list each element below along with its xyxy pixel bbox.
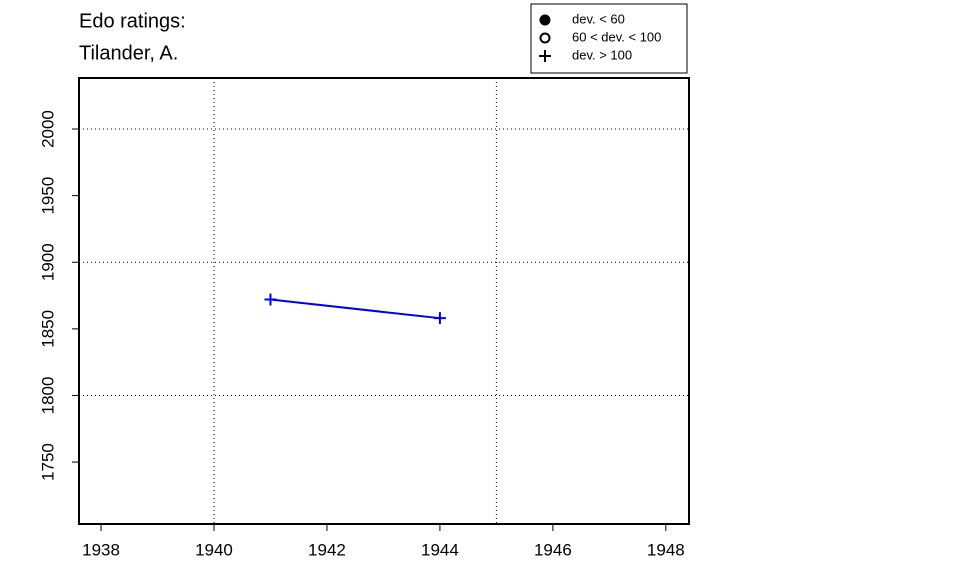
legend-box: [530, 3, 688, 74]
title-line: Edo ratings:: [79, 10, 186, 32]
y-tick-label: 2000: [38, 110, 57, 148]
plot-frame: [78, 77, 690, 525]
x-tick-label: 1948: [647, 540, 685, 559]
legend-label: 60 < dev. < 100: [572, 29, 661, 44]
point: [264, 293, 277, 306]
legend-symbol: [539, 50, 551, 62]
x-tick-label: 1946: [534, 540, 572, 559]
y-tick-label: 1950: [38, 177, 57, 215]
series-line: [270, 298, 441, 320]
legend-symbol: [539, 32, 551, 44]
x-tick-label: 1942: [308, 540, 346, 559]
point: [433, 312, 446, 325]
y-tick-label: 1800: [38, 377, 57, 415]
y-tick-label: 1900: [38, 243, 57, 281]
x-tick-label: 1938: [82, 540, 120, 559]
legend-label: dev. < 60: [572, 11, 625, 26]
x-tick-label: 1944: [421, 540, 459, 559]
legend-symbol: [539, 14, 551, 26]
y-tick-label: 1850: [38, 310, 57, 348]
y-tick-label: 1750: [38, 443, 57, 481]
title-line: Tilander, A.: [79, 42, 178, 64]
legend-label: dev. > 100: [572, 47, 632, 62]
x-tick-label: 1940: [195, 540, 233, 559]
